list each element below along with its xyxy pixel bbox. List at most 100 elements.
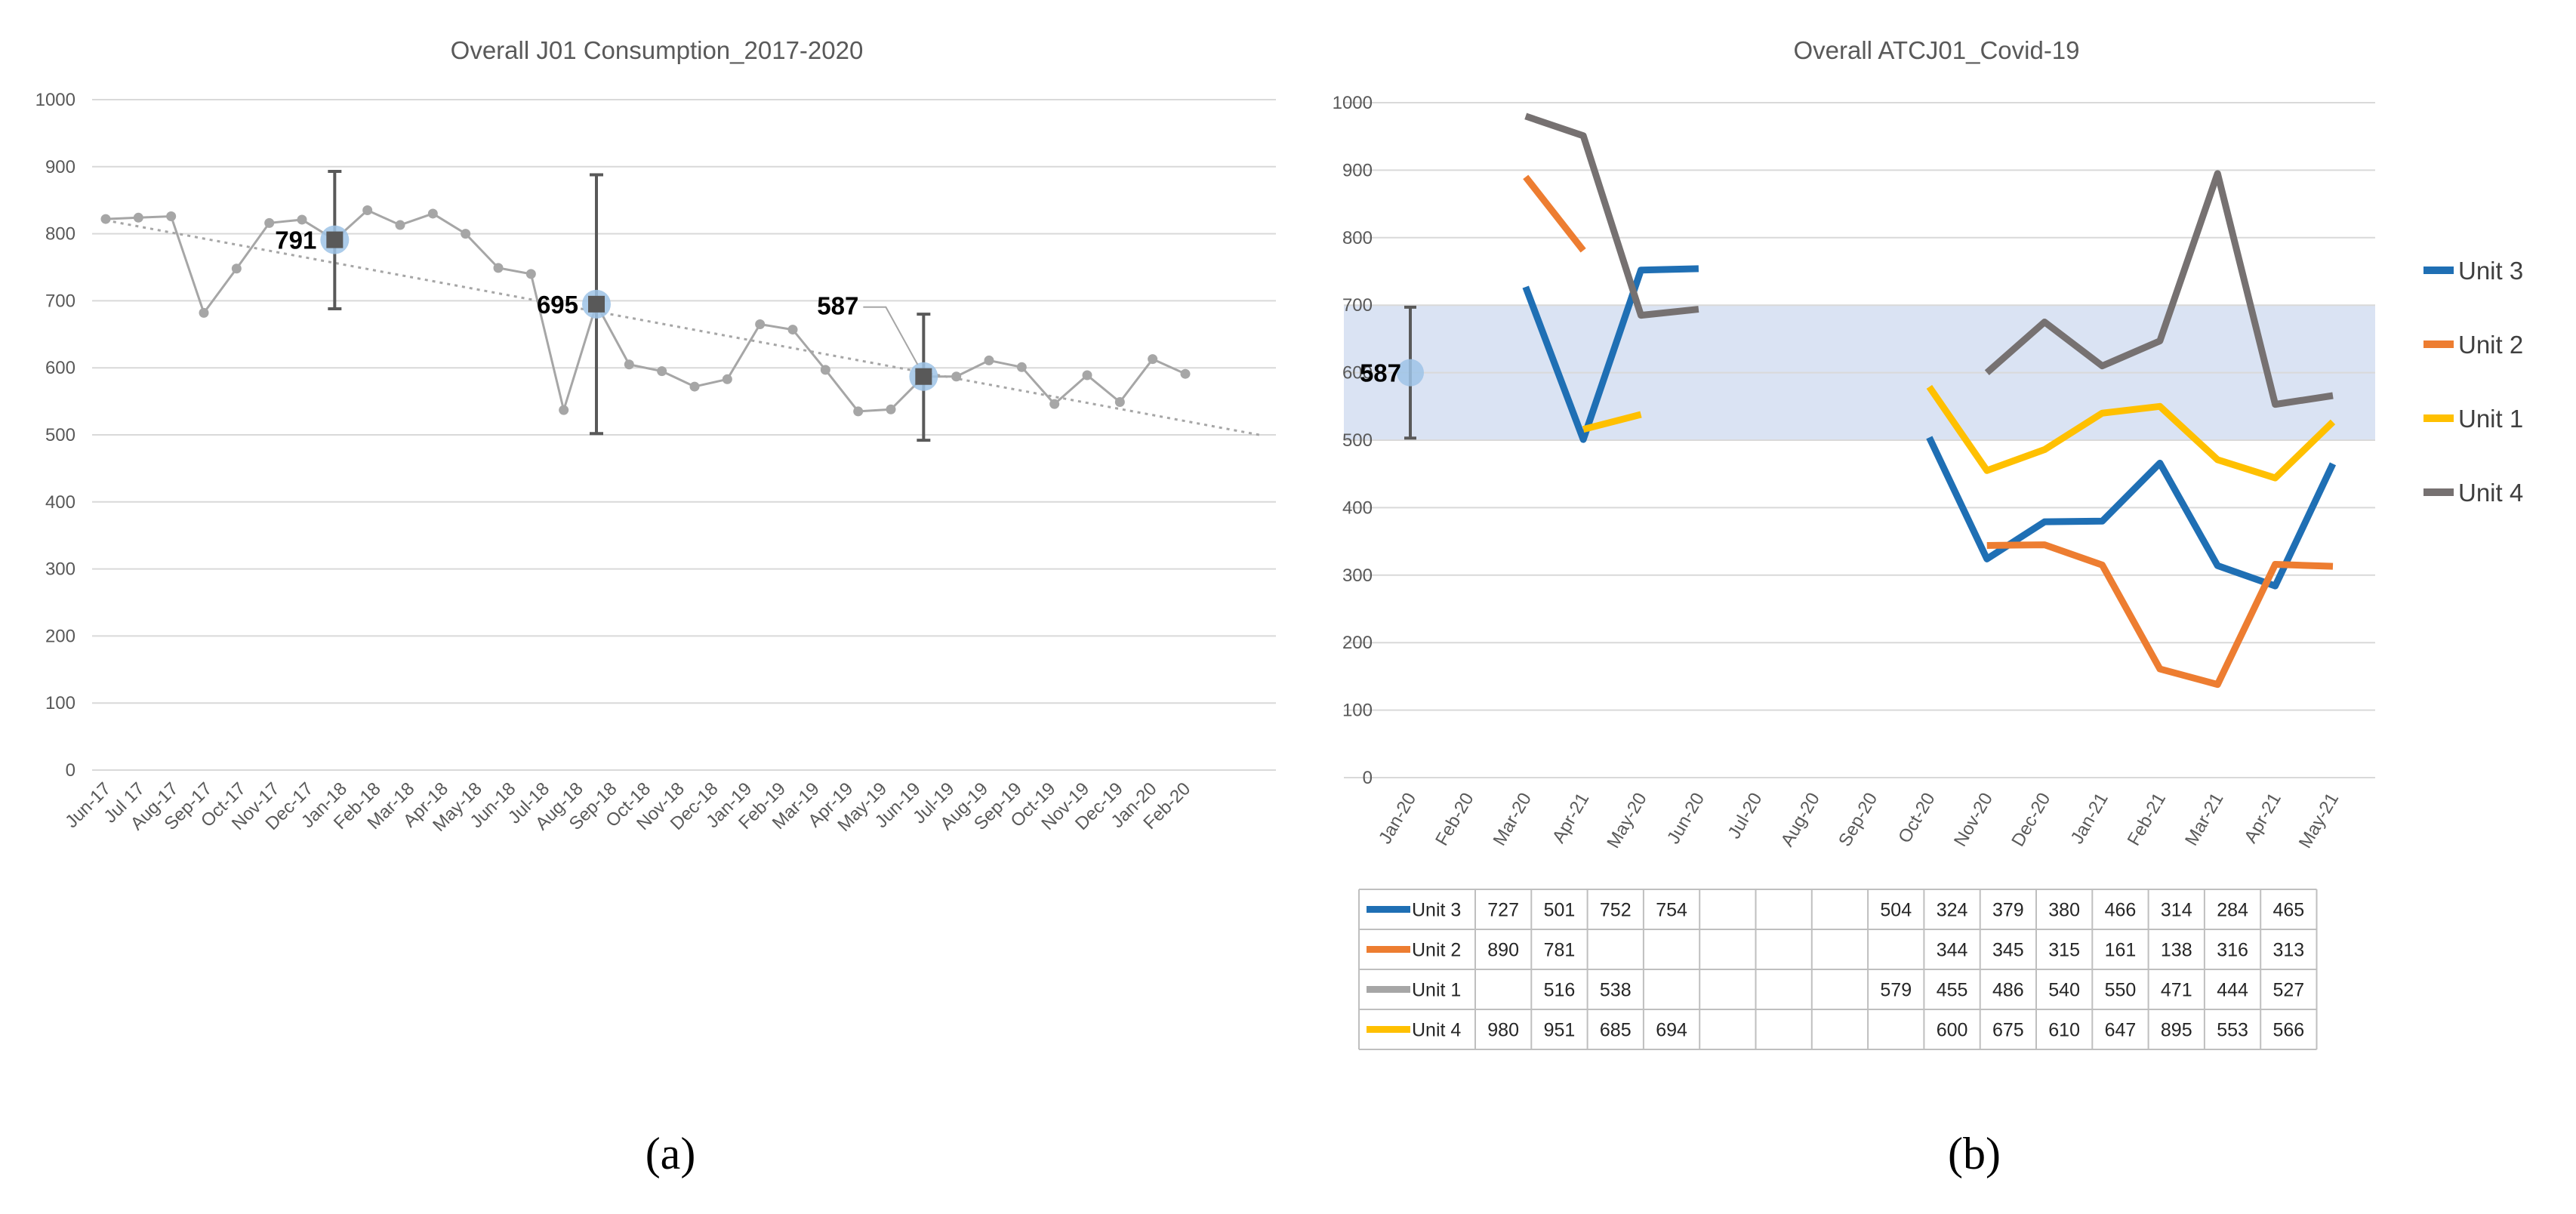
a-data-point: [100, 214, 111, 224]
b-x-tick-label: Dec-20: [2007, 790, 2054, 851]
a-y-tick-label: 100: [45, 693, 75, 713]
a-y-tick-label: 700: [45, 291, 75, 311]
b-table-cell: 315: [2048, 940, 2080, 961]
b-table-cell: 610: [2048, 1020, 2080, 1041]
a-data-point: [984, 355, 994, 365]
a-data-point: [395, 220, 405, 230]
b-x-tick-label: Mar-20: [1490, 790, 1536, 849]
a-annotation-label: 587: [817, 292, 858, 320]
b-table-cell: 504: [1880, 900, 1912, 921]
b-table-cell: 890: [1487, 940, 1519, 961]
a-series-line: [105, 208, 1186, 414]
chart-a-gridlines: [92, 99, 1276, 771]
a-data-point: [1016, 362, 1027, 372]
panel-label-b: (b): [1948, 1129, 2001, 1179]
b-series-line-unit-1: [1926, 384, 2336, 482]
a-data-point: [1148, 354, 1158, 365]
a-data-point: [362, 205, 373, 216]
b-x-tick-label: Jun-20: [1663, 790, 1709, 848]
b-y-tick-label: 700: [1342, 295, 1373, 316]
b-table-cell: 527: [2272, 980, 2304, 1001]
b-x-tick-label: Aug-20: [1777, 790, 1824, 851]
a-data-point: [166, 211, 177, 222]
chart-b-data-table: Unit 3 727 501 752 754 504 324 379 380 466 314 284 4…: [1358, 889, 2318, 1050]
b-table-cell: 550: [2105, 980, 2137, 1001]
b-x-tick-label: Feb-20: [1431, 790, 1478, 849]
b-x-tick-label: Apr-21: [2240, 790, 2285, 847]
chart-a-y-ticks: 0 100 200 300 400 500 600 700 800 900 1000: [35, 90, 75, 781]
b-x-tick-label: Feb-21: [2124, 790, 2170, 849]
b-table-cell: 501: [1544, 900, 1576, 921]
b-table-cell: 600: [1937, 1020, 1968, 1041]
b-table-cell: 647: [2105, 1020, 2137, 1041]
a-highlight-marker: [915, 368, 932, 385]
b-x-tick-label: Mar-21: [2181, 790, 2227, 849]
b-y-tick-label: 600: [1342, 363, 1373, 384]
chart-b-marker: 587: [1360, 305, 1424, 440]
b-table-cell: 752: [1600, 900, 1632, 921]
b-y-tick-label: 0: [1363, 768, 1373, 788]
b-table-cell: 486: [1992, 980, 2024, 1001]
b-legend-label: Unit 2: [2458, 331, 2523, 359]
b-series-line-unit-4: [1984, 170, 2334, 408]
b-table-cell: 694: [1656, 1020, 1687, 1041]
a-annotation-label: 695: [537, 291, 578, 319]
a-data-point: [787, 325, 798, 335]
a-y-tick-label: 800: [45, 224, 75, 245]
a-y-tick-label: 300: [45, 559, 75, 580]
b-marker-halo: [1397, 359, 1424, 387]
b-y-tick-label: 900: [1342, 160, 1373, 180]
b-y-tick-label: 100: [1342, 701, 1373, 721]
b-y-tick-label: 200: [1342, 633, 1373, 653]
b-series-line-unit-4: [1524, 112, 1699, 319]
a-y-tick-label: 900: [45, 157, 75, 177]
b-y-tick-label: 400: [1342, 498, 1373, 518]
b-y-tick-label: 1000: [1333, 93, 1373, 113]
a-data-point: [1114, 396, 1125, 407]
a-data-point: [525, 269, 536, 279]
b-table-cell: 444: [2217, 980, 2248, 1001]
a-data-point: [297, 214, 307, 225]
b-table-cell: 345: [1992, 940, 2024, 961]
b-table-cell: 951: [1544, 1020, 1576, 1041]
b-table-cell: 540: [2048, 980, 2080, 1001]
a-data-point: [886, 404, 896, 414]
a-data-point: [199, 307, 209, 318]
a-y-tick-label: 400: [45, 492, 75, 513]
a-data-point: [1180, 368, 1191, 379]
b-x-tick-label: Apr-21: [1548, 790, 1593, 847]
b-table-cell: 344: [1937, 940, 1968, 961]
chart-b-gridlines: [1344, 102, 2375, 778]
b-table-cell: 455: [1937, 980, 1968, 1001]
a-y-tick-label: 0: [66, 760, 75, 781]
b-table-cell: 553: [2217, 1020, 2248, 1041]
b-y-tick-label: 300: [1342, 565, 1373, 586]
b-x-tick-label: Sep-20: [1835, 790, 1881, 851]
a-data-point: [559, 405, 569, 415]
b-table-cell: 538: [1600, 980, 1632, 1001]
a-y-tick-label: 200: [45, 626, 75, 646]
b-legend-label: Unit 1: [2458, 405, 2523, 433]
b-table-cell: 754: [1656, 900, 1687, 921]
b-table-cell: 380: [2048, 900, 2080, 921]
b-table-cell: 566: [2272, 1020, 2304, 1041]
b-legend-label: Unit 3: [2458, 257, 2523, 285]
b-x-tick-label: Oct-20: [1894, 790, 1939, 847]
b-table-cell: 314: [2161, 900, 2192, 921]
b-x-tick-label: Jan-20: [1375, 790, 1420, 848]
chart-b: Overall ATCJ01_Covid-19 0 100 200 300 400 500…: [1333, 36, 2524, 1179]
b-x-tick-label: Jan-21: [2067, 790, 2112, 848]
b-series-line-unit-2: [1986, 541, 2334, 689]
a-data-point: [657, 366, 667, 377]
b-table-cell: 465: [2272, 900, 2304, 921]
chart-a-series: [100, 205, 1191, 417]
a-y-tick-label: 500: [45, 425, 75, 445]
a-highlight-marker: [326, 231, 344, 248]
a-data-point: [1082, 370, 1092, 381]
chart-b-legend: Unit 3 Unit 2 Unit 1 Unit 4: [2423, 257, 2523, 507]
b-x-tick-label: Jul-20: [1724, 790, 1766, 843]
a-data-point: [264, 217, 275, 228]
chart-a-title: Overall J01 Consumption_2017-2020: [451, 36, 864, 64]
